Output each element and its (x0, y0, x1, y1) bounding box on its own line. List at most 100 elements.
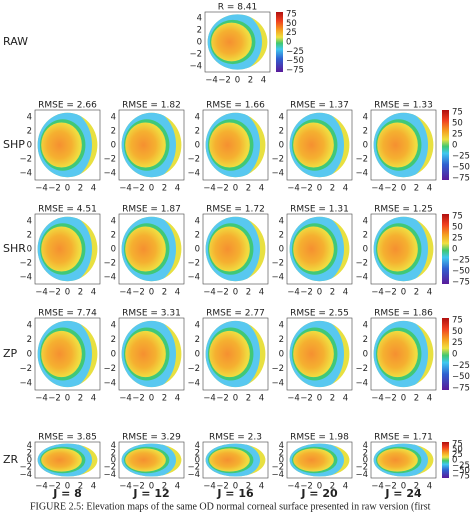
x-tick-label: −4 (119, 184, 132, 194)
colorbar-tick-label: −25 (452, 461, 470, 471)
y-tick-label: 2 (27, 127, 32, 137)
colorbar-tick-label: 75 (452, 212, 463, 222)
x-tick-label: 2 (162, 288, 167, 298)
y-tick-label: 2 (363, 335, 368, 345)
colorbar-tick-label: 25 (452, 450, 463, 460)
y-tick-label: −2 (187, 259, 200, 269)
map-zone (377, 448, 418, 472)
panel-title: RMSE = 4.51 (38, 205, 97, 215)
y-tick-label: −4 (103, 378, 116, 388)
y-tick-label: 0 (111, 456, 116, 466)
axes-frame (118, 317, 185, 391)
y-tick-label: 4 (279, 321, 284, 331)
y-tick-label: 2 (279, 448, 284, 458)
x-tick-label: 4 (259, 394, 264, 404)
elevation-map (373, 112, 434, 178)
panel-title: RMSE = 1.87 (122, 205, 181, 215)
x-tick-label: −4 (203, 288, 216, 298)
column-label: J = 24 (384, 487, 422, 500)
panel-title: RMSE = 1.82 (122, 101, 181, 111)
y-tick-label: 0 (363, 456, 368, 466)
x-tick-label: 2 (414, 482, 419, 492)
y-tick-label: 2 (111, 448, 116, 458)
y-tick-label: 0 (279, 350, 284, 360)
y-tick-label: 0 (195, 456, 200, 466)
axes-frame (370, 317, 437, 391)
column-label: J = 8 (52, 487, 82, 500)
caption: FIGURE 2.5: Elevation maps of the same O… (30, 501, 431, 512)
y-tick-label: 0 (279, 245, 284, 255)
elevation-map (37, 320, 98, 388)
panel-title: RMSE = 1.66 (206, 101, 265, 111)
y-tick-label: 2 (27, 335, 32, 345)
y-tick-label: 4 (195, 441, 200, 451)
x-tick-label: 4 (91, 394, 96, 404)
colorbar-tick-label: 75 (452, 316, 463, 326)
y-tick-label: 0 (111, 245, 116, 255)
x-tick-label: −4 (35, 288, 48, 298)
x-tick-label: −4 (35, 482, 48, 492)
elevation-map (373, 320, 434, 388)
x-tick-label: −2 (300, 394, 313, 404)
x-tick-label: −2 (300, 482, 313, 492)
elevation-map (289, 320, 350, 388)
y-tick-label: −2 (187, 155, 200, 165)
axes-frame (202, 213, 269, 285)
map-zone (209, 226, 250, 272)
y-tick-label: 4 (195, 321, 200, 331)
panel-title: RMSE = 1.25 (374, 205, 433, 215)
colorbar-tick-label: 50 (452, 223, 463, 233)
x-tick-label: 4 (91, 288, 96, 298)
x-tick-label: 0 (65, 482, 70, 492)
x-tick-label: −2 (384, 482, 397, 492)
y-tick-label: 4 (363, 217, 368, 227)
y-tick-label: 2 (111, 335, 116, 345)
x-tick-label: 2 (162, 184, 167, 194)
panel-title: RMSE = 1.37 (290, 101, 349, 111)
x-tick-label: 0 (401, 288, 406, 298)
y-tick-label: 2 (279, 231, 284, 241)
y-tick-label: −4 (189, 62, 202, 72)
x-tick-label: 0 (233, 184, 238, 194)
column-label: J = 20 (300, 487, 338, 500)
x-tick-label: −2 (216, 394, 229, 404)
colorbar-tick-label: −50 (286, 56, 304, 66)
y-tick-label: 0 (363, 350, 368, 360)
y-tick-label: −2 (271, 259, 284, 269)
axes-frame (118, 213, 185, 285)
x-tick-label: 4 (259, 482, 264, 492)
y-tick-label: −4 (271, 470, 284, 480)
colorbar-tick-label: −50 (452, 372, 470, 382)
axes-frame (118, 109, 185, 181)
x-tick-label: 2 (414, 184, 419, 194)
row-label: ZP (3, 347, 18, 360)
colorbar-tick-label: 75 (452, 440, 463, 450)
y-tick-label: −2 (187, 463, 200, 473)
panel-title: RMSE = 1.98 (290, 433, 349, 443)
x-tick-label: −4 (205, 76, 218, 86)
map-zone (293, 226, 334, 272)
y-tick-label: 2 (111, 231, 116, 241)
x-tick-label: −2 (216, 482, 229, 492)
y-tick-label: 0 (195, 245, 200, 255)
y-tick-label: 2 (279, 335, 284, 345)
x-tick-label: −2 (48, 288, 61, 298)
x-tick-label: 4 (261, 76, 266, 86)
x-tick-label: −2 (48, 184, 61, 194)
x-tick-label: 2 (246, 184, 251, 194)
y-tick-label: 4 (363, 441, 368, 451)
x-tick-label: 0 (65, 394, 70, 404)
y-tick-label: 0 (279, 456, 284, 466)
panel-title: RMSE = 2.3 (209, 433, 262, 443)
elevation-map (121, 112, 182, 178)
x-tick-label: 0 (233, 288, 238, 298)
y-tick-label: −2 (103, 259, 116, 269)
panel-title: RMSE = 1.33 (374, 101, 433, 111)
y-tick-label: −4 (103, 273, 116, 283)
colorbar-tick-label: 50 (286, 19, 297, 29)
x-tick-label: 4 (427, 184, 432, 194)
axes-frame (204, 11, 271, 73)
x-tick-label: −4 (287, 288, 300, 298)
y-tick-label: −4 (187, 273, 200, 283)
y-tick-label: −2 (187, 364, 200, 374)
